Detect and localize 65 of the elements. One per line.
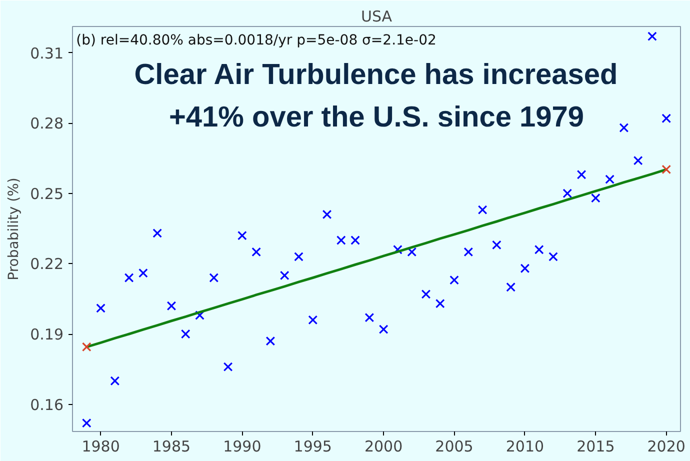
point <box>648 32 657 42</box>
y-axis-title: Probability (%) <box>6 178 22 280</box>
point <box>435 298 445 308</box>
point <box>534 244 544 254</box>
point <box>209 273 219 282</box>
point <box>180 329 190 339</box>
x-tick-label: 2020 <box>647 438 686 456</box>
point <box>166 301 176 311</box>
x-tick-label: 1985 <box>152 438 191 456</box>
annotation: Clear Air Turbulence has increased <box>134 58 618 91</box>
point <box>280 270 290 280</box>
point <box>223 362 233 372</box>
y-tick-label: 0.28 <box>30 114 64 133</box>
point <box>605 174 614 184</box>
point <box>96 304 106 313</box>
point <box>619 123 629 132</box>
x-tick-label: 1990 <box>223 438 262 456</box>
point <box>110 376 120 386</box>
y-tick-label: 0.16 <box>30 396 64 414</box>
point <box>252 247 262 257</box>
point <box>662 164 672 174</box>
point <box>124 273 134 282</box>
chart-title: USA <box>360 8 393 26</box>
point <box>548 252 558 262</box>
point <box>520 264 530 274</box>
point <box>138 268 148 278</box>
point <box>152 228 162 238</box>
point <box>576 170 586 180</box>
y-tick-label: 0.19 <box>30 326 64 344</box>
point <box>662 114 672 124</box>
x-tick-label: 2010 <box>506 438 544 456</box>
point <box>82 418 92 428</box>
point <box>464 247 474 257</box>
point <box>492 240 502 250</box>
point <box>633 156 643 166</box>
point <box>322 210 332 220</box>
point <box>82 342 92 352</box>
point <box>450 275 459 285</box>
point <box>378 324 388 334</box>
point <box>237 230 247 240</box>
point <box>336 236 346 245</box>
point <box>294 252 304 262</box>
point <box>308 315 318 325</box>
point <box>266 336 276 346</box>
point <box>421 289 431 299</box>
point <box>195 310 204 320</box>
line-series <box>85 168 668 348</box>
x-tick-label: 2015 <box>576 438 615 456</box>
x-tick-label: 1995 <box>294 438 332 456</box>
point <box>350 236 360 245</box>
point <box>506 282 516 292</box>
point <box>364 312 374 322</box>
annotation: (b) rel=40.80% abs=0.0018/yr p=5e-08 σ=2.1e-02 <box>76 32 436 49</box>
point <box>478 205 488 214</box>
point <box>590 193 600 203</box>
point <box>562 188 572 198</box>
y-tick-label: 0.22 <box>30 255 64 274</box>
point <box>393 244 402 254</box>
y-tick-label: 0.31 <box>30 44 64 62</box>
x-tick-label: 2005 <box>435 438 474 456</box>
point <box>407 247 417 257</box>
annotation: +41% over the U.S. since 1979 <box>168 101 584 134</box>
x-tick-label: 1980 <box>82 438 120 456</box>
x-tick-label: 2000 <box>364 438 403 456</box>
y-tick-label: 0.25 <box>30 184 64 203</box>
